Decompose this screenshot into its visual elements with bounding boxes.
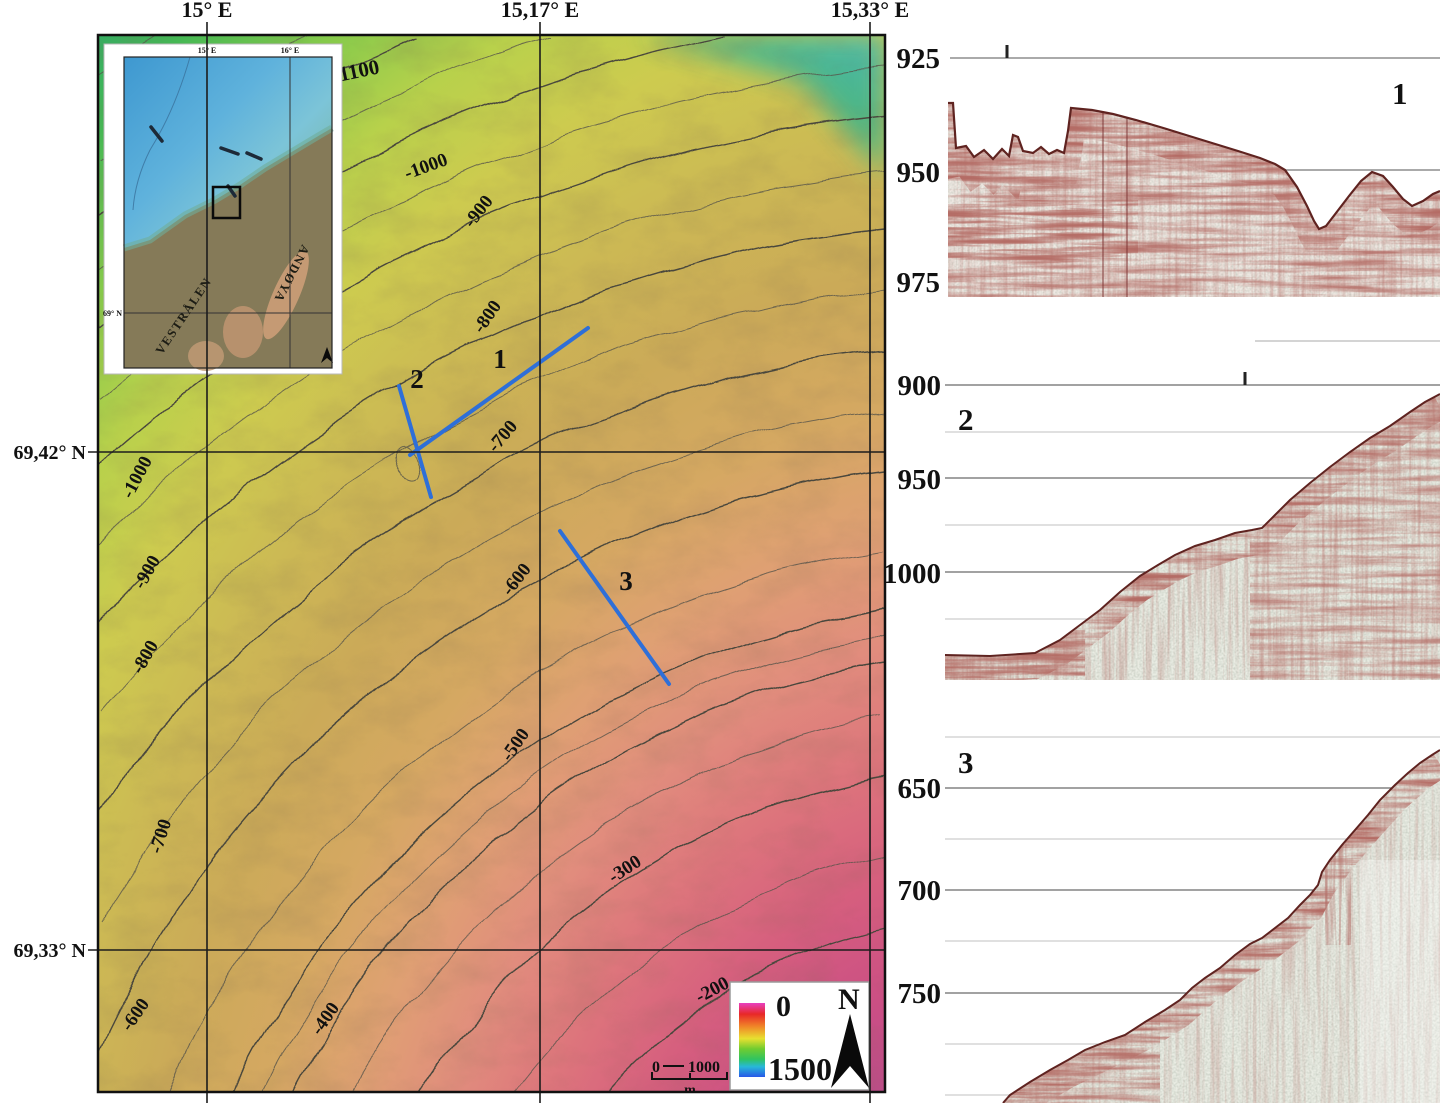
seismic-texture — [948, 200, 1138, 260]
axis-label-top-2: 15,33° E — [831, 0, 909, 22]
contour--800 — [98, 227, 885, 624]
scale-bar-zero: 0 — [652, 1059, 660, 1076]
study-area-rectangle — [211, 185, 242, 220]
inset-depth-contour — [132, 56, 191, 211]
contour-intermediate — [352, 717, 885, 1092]
depth-tick-650: 650 — [898, 773, 942, 805]
contour-intermediate — [513, 854, 885, 1092]
inset-north-arrow-icon — [321, 347, 333, 363]
color-scale — [739, 1003, 765, 1077]
seismic-reflector-band — [948, 103, 1440, 262]
track-label-3: 3 — [619, 566, 633, 596]
seismic-light-block — [1360, 860, 1440, 1103]
inset-island — [223, 306, 263, 358]
track-label-2: 2 — [410, 364, 424, 394]
track-line-3 — [558, 529, 671, 686]
depth-tick-900: 900 — [898, 370, 942, 402]
scale-bar-bracket — [651, 1072, 728, 1080]
profile-number-3: 3 — [958, 745, 974, 780]
inset-coast-shallows — [122, 124, 334, 252]
depth-tick-1000: 1000 — [883, 558, 941, 590]
axis-label-top-1: 15,17° E — [501, 0, 579, 22]
seafloor-surface-2 — [944, 393, 1440, 658]
inset-island — [188, 341, 224, 371]
inset-frame — [123, 56, 333, 369]
contour--700 — [98, 348, 885, 814]
contour-intermediate — [98, 409, 885, 925]
legend-max: 1500 — [768, 1051, 832, 1087]
contour-intermediate — [98, 288, 885, 715]
profile3-seismic-data — [1003, 750, 1440, 1103]
legend-min: 0 — [776, 990, 791, 1023]
seismic-track-lines — [397, 326, 671, 686]
track-label-1: 1 — [493, 344, 507, 374]
contour--400 — [292, 663, 885, 1092]
contour-intermediate — [98, 172, 885, 545]
inset-axis-16e: 16° E — [281, 46, 300, 55]
track-line-2 — [397, 384, 433, 499]
contour--300 — [418, 774, 885, 1092]
seismic-profile-2: 900 950 1000 2 — [883, 340, 1440, 680]
axis-label-left-0: 69,42° N — [14, 442, 87, 464]
inset-map: VESTRÅLEN ANDØYA 15° E 16° E 69° N — [103, 43, 343, 375]
scale-bar-unit: m — [684, 1083, 696, 1098]
profile-number-1: 1 — [1392, 76, 1408, 111]
map-graticule — [88, 22, 885, 1103]
depth-tick-925: 925 — [897, 43, 941, 75]
legend-north-label: N — [838, 983, 860, 1016]
seismic-vertical-streak — [1325, 790, 1351, 945]
axis-label-top-0: 15° E — [182, 0, 233, 22]
seismic-reflector-band — [1003, 752, 1440, 1103]
bathymetric-map: -1100 -1000 -900 -800 -700 -600 -500 -40… — [14, 0, 909, 1103]
contour-intermediate — [261, 636, 885, 1092]
profile1-seismic-data — [948, 103, 1440, 297]
legend: 0 1500 N — [729, 981, 870, 1091]
seafloor-surface-1 — [948, 101, 1440, 231]
closed-depression-contour — [395, 448, 421, 482]
map-border — [96, 33, 887, 1094]
contour--600 — [98, 469, 885, 1055]
seismic-profile-1: 925 950 975 1 — [897, 43, 1440, 299]
depth-tick-950: 950 — [897, 157, 941, 189]
depth-tick-975: 975 — [897, 267, 941, 299]
depth-tick-700: 700 — [898, 875, 942, 907]
seismic-reflector-band — [945, 395, 1440, 680]
profile2-seismic-data — [945, 394, 1440, 680]
contour-intermediate — [168, 550, 885, 1092]
scale-bar-distance: 1000 — [688, 1059, 720, 1076]
scale-bar: 0 1000 m — [651, 1059, 728, 1098]
axis-label-left-1: 69,33° N — [14, 940, 87, 962]
seismic-profile-3: 650 700 750 3 — [898, 736, 1440, 1103]
depth-tick-750: 750 — [898, 978, 942, 1010]
north-arrow-icon — [831, 1014, 869, 1088]
depth-tick-950b: 950 — [898, 464, 942, 496]
inset-island — [263, 250, 309, 340]
inset-axis-69n: 69° N — [103, 309, 122, 318]
contour--500 — [232, 608, 885, 1092]
seafloor-surface-3 — [1002, 749, 1440, 1103]
track-line-1 — [408, 326, 590, 457]
contour--900 — [98, 117, 885, 468]
profile-number-2: 2 — [958, 402, 974, 437]
